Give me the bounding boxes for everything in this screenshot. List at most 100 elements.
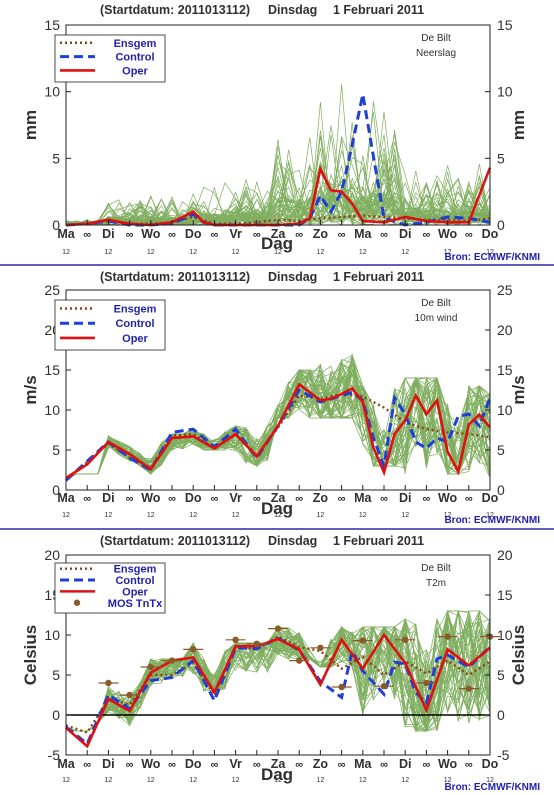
y-tick-label-left: 5 bbox=[52, 150, 60, 166]
legend-label: Control bbox=[115, 575, 154, 587]
x-hour-label: 12 bbox=[62, 512, 70, 519]
legend-label: Ensgem bbox=[114, 304, 157, 316]
y-tick-label-right: 25 bbox=[497, 282, 513, 298]
x-day-label: ∞ bbox=[210, 493, 218, 505]
x-day-label: Di bbox=[399, 757, 412, 771]
mos-point bbox=[190, 646, 197, 653]
x-day-label: ∞ bbox=[210, 229, 218, 241]
mos-point bbox=[274, 625, 282, 632]
legend-box bbox=[54, 562, 166, 614]
x-hour-label: 12 bbox=[232, 249, 240, 256]
x-day-label: ∞ bbox=[83, 759, 91, 771]
x-day-label: ∞ bbox=[338, 493, 346, 505]
x-day-label: ∞ bbox=[253, 229, 261, 241]
x-day-label: ∞ bbox=[168, 759, 176, 771]
ensemble-member-line bbox=[65, 163, 491, 227]
title-day: Dinsdag bbox=[268, 534, 317, 548]
y-tick-label-right: 15 bbox=[497, 17, 513, 33]
x-hour-label: 12 bbox=[232, 512, 240, 519]
x-day-label: Ma bbox=[354, 757, 372, 771]
title-date: 1 Februari 2011 bbox=[333, 3, 424, 17]
x-day-label: ∞ bbox=[295, 229, 303, 241]
mos-point bbox=[232, 636, 239, 643]
y-tick-label-right: 10 bbox=[497, 402, 513, 418]
x-day-label: ∞ bbox=[295, 759, 303, 771]
x-day-label: ∞ bbox=[83, 493, 91, 505]
ensemble-members bbox=[65, 353, 491, 480]
x-hour-label: 12 bbox=[359, 512, 367, 519]
x-axis-label: Dag bbox=[261, 765, 293, 784]
mos-point bbox=[359, 637, 366, 644]
y-tick-label-left: -5 bbox=[48, 747, 61, 763]
y-axis-label-right: Celsius bbox=[509, 625, 528, 685]
mos-point bbox=[423, 679, 430, 687]
station-label: De Bilt bbox=[421, 563, 451, 574]
y-tick-label-right: 15 bbox=[497, 362, 513, 378]
y-tick-label-right: 15 bbox=[497, 587, 513, 603]
y-tick-label-right: -5 bbox=[497, 747, 510, 763]
x-day-label: ∞ bbox=[380, 493, 388, 505]
x-hour-label: 12 bbox=[147, 249, 155, 256]
x-day-label: ∞ bbox=[422, 759, 430, 771]
x-day-label: ∞ bbox=[126, 493, 134, 505]
y-tick-label-right: 20 bbox=[497, 322, 513, 338]
x-day-label: ∞ bbox=[422, 229, 430, 241]
x-day-label: Di bbox=[102, 491, 115, 505]
x-day-label: Do bbox=[482, 757, 499, 771]
legend-label: Ensgem bbox=[114, 38, 157, 50]
x-day-label: ∞ bbox=[168, 229, 176, 241]
x-day-label: ∞ bbox=[253, 493, 261, 505]
panel-title: (Startdatum: 2011013112) Dinsdag 1 Februar… bbox=[100, 270, 424, 284]
y-tick-label-right: 5 bbox=[497, 442, 505, 458]
mos-point bbox=[105, 679, 112, 687]
legend-label: Oper bbox=[122, 65, 148, 77]
panel-title: (Startdatum: 2011013112) Dinsdag 1 Februar… bbox=[100, 534, 424, 548]
series-control bbox=[64, 387, 492, 482]
y-axis-label-left: m/s bbox=[21, 375, 40, 404]
panel-10m-wind: (Startdatum: 2011013112) Dinsdag 1 Februar… bbox=[21, 270, 540, 526]
x-day-label: ∞ bbox=[380, 759, 388, 771]
x-hour-label: 12 bbox=[444, 777, 452, 784]
x-day-label: ∞ bbox=[465, 229, 473, 241]
x-day-label: ∞ bbox=[422, 493, 430, 505]
x-day-label: Di bbox=[399, 227, 412, 241]
x-hour-label: 12 bbox=[401, 249, 409, 256]
mos-point bbox=[338, 683, 345, 691]
x-hour-label: 12 bbox=[359, 249, 367, 256]
x-hour-label: 12 bbox=[189, 777, 197, 784]
x-hour-label: 12 bbox=[62, 777, 70, 784]
panel-title: (Startdatum: 2011013112) Dinsdag 1 Februar… bbox=[100, 3, 424, 17]
x-hour-label: 12 bbox=[189, 512, 197, 519]
x-day-label: Wo bbox=[141, 227, 161, 241]
legend-label: Control bbox=[115, 318, 154, 330]
x-day-label: Di bbox=[102, 227, 115, 241]
x-day-label: Zo bbox=[313, 757, 329, 771]
x-day-label: Ma bbox=[57, 757, 75, 771]
series-oper bbox=[65, 632, 491, 749]
y-tick-label-right: 10 bbox=[497, 627, 513, 643]
x-day-label: ∞ bbox=[210, 759, 218, 771]
x-day-label: Vr bbox=[229, 757, 242, 771]
x-hour-label: 12 bbox=[486, 249, 494, 256]
x-hour-label: 12 bbox=[274, 512, 282, 519]
legend-box bbox=[54, 34, 166, 83]
series-oper bbox=[65, 382, 492, 480]
x-day-label: Ma bbox=[354, 491, 372, 505]
mos-point bbox=[317, 644, 324, 651]
mos-point bbox=[168, 657, 176, 664]
x-hour-label: 12 bbox=[232, 777, 240, 784]
title-startdatum: (Startdatum: 2011013112) bbox=[100, 270, 250, 284]
x-day-label: ∞ bbox=[338, 759, 346, 771]
x-hour-label: 12 bbox=[486, 777, 494, 784]
x-day-label: Wo bbox=[438, 227, 458, 241]
x-hour-label: 12 bbox=[317, 512, 325, 519]
x-day-label: ∞ bbox=[253, 759, 261, 771]
x-day-label: ∞ bbox=[465, 759, 473, 771]
x-hour-label: 12 bbox=[401, 512, 409, 519]
variable-label: Neerslag bbox=[416, 48, 456, 59]
x-day-label: Di bbox=[102, 757, 115, 771]
x-hour-label: 12 bbox=[401, 777, 409, 784]
